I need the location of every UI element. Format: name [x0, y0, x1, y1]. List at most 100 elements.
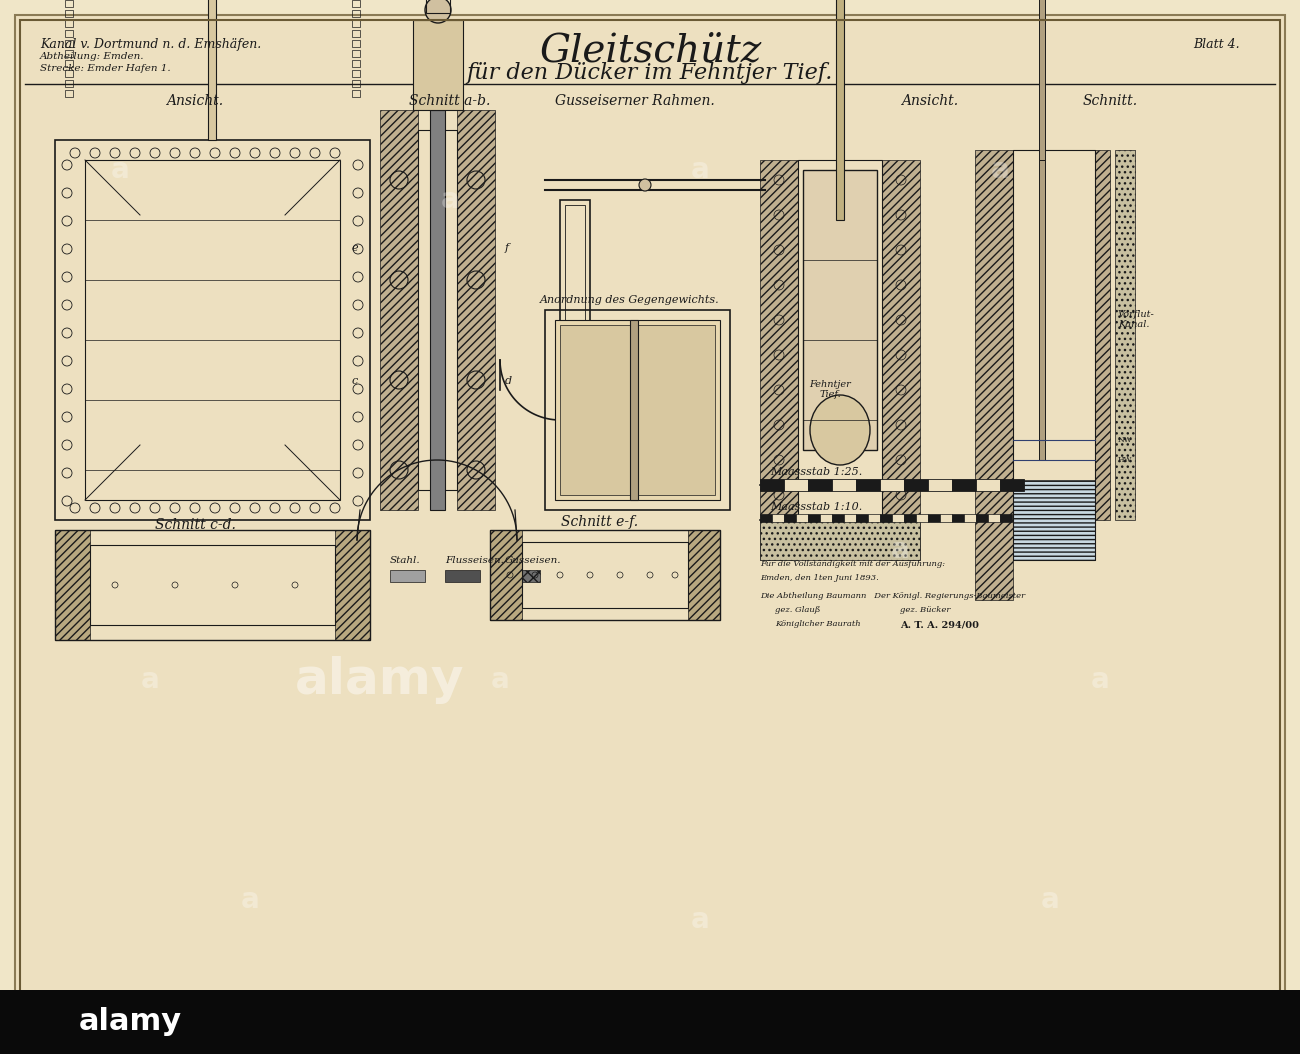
Bar: [65, 20, 73, 27]
Bar: [390, 570, 425, 582]
Bar: [903, 514, 916, 522]
Text: a: a: [490, 666, 510, 694]
Bar: [430, 110, 445, 510]
Text: Schnitt a-b.: Schnitt a-b.: [410, 94, 490, 108]
Text: a: a: [891, 536, 910, 564]
Bar: [55, 530, 90, 640]
Bar: [566, 204, 585, 355]
Bar: [1095, 150, 1110, 520]
Bar: [84, 160, 341, 500]
Bar: [760, 160, 798, 560]
Bar: [1000, 514, 1011, 522]
Bar: [803, 170, 878, 450]
Text: Blatt 4.: Blatt 4.: [1193, 38, 1240, 51]
Text: Ansicht.: Ansicht.: [166, 94, 224, 108]
Bar: [413, 20, 463, 110]
Bar: [352, 9, 360, 17]
Bar: [760, 479, 784, 491]
Bar: [380, 110, 419, 510]
Bar: [796, 514, 809, 522]
Bar: [352, 70, 360, 77]
Text: f: f: [504, 243, 510, 253]
Text: gez. Glauß: gez. Glauß: [775, 606, 820, 614]
Bar: [809, 479, 832, 491]
Text: a: a: [240, 886, 260, 914]
Circle shape: [566, 370, 585, 390]
Bar: [352, 60, 360, 67]
Bar: [880, 479, 903, 491]
Text: A. T. A. 294/00: A. T. A. 294/00: [900, 620, 979, 629]
Bar: [65, 70, 73, 77]
Bar: [426, 0, 450, 13]
Bar: [1013, 480, 1095, 560]
Bar: [523, 542, 688, 608]
Text: Stahl.: Stahl.: [390, 557, 421, 565]
Text: a: a: [441, 186, 459, 214]
Text: d: d: [504, 376, 512, 386]
Bar: [55, 530, 370, 640]
Bar: [352, 80, 360, 87]
Bar: [65, 0, 73, 7]
Bar: [352, 90, 360, 97]
Bar: [560, 200, 590, 360]
Text: Kanal v. Dortmund n. d. Emshäfen.: Kanal v. Dortmund n. d. Emshäfen.: [40, 38, 261, 51]
Bar: [832, 479, 855, 491]
Bar: [352, 40, 360, 47]
Text: a: a: [991, 156, 1009, 184]
Circle shape: [425, 0, 451, 23]
Bar: [1000, 479, 1024, 491]
Text: Flusseisen.: Flusseisen.: [445, 557, 504, 565]
Bar: [868, 514, 880, 522]
Bar: [1115, 150, 1135, 520]
Bar: [798, 160, 881, 520]
Bar: [555, 320, 720, 500]
Bar: [952, 514, 965, 522]
Bar: [916, 514, 928, 522]
Bar: [855, 514, 868, 522]
Bar: [65, 80, 73, 87]
Bar: [809, 514, 820, 522]
Bar: [65, 30, 73, 37]
Bar: [0, 990, 1300, 1054]
Circle shape: [640, 179, 651, 191]
Text: e: e: [352, 243, 359, 253]
Text: c: c: [352, 376, 359, 386]
Text: Schnitt c-d.: Schnitt c-d.: [155, 518, 235, 532]
Bar: [784, 479, 809, 491]
Bar: [90, 545, 335, 625]
Text: alamy: alamy: [78, 1008, 182, 1036]
Bar: [928, 514, 940, 522]
Bar: [352, 20, 360, 27]
Bar: [490, 530, 720, 620]
Text: Gusseiserner Rahmen.: Gusseiserner Rahmen.: [555, 94, 715, 108]
Bar: [881, 160, 920, 560]
Bar: [445, 570, 480, 582]
Bar: [65, 90, 73, 97]
Text: Vorflut-
Kanal.: Vorflut- Kanal.: [1118, 310, 1154, 330]
Bar: [892, 514, 903, 522]
Bar: [976, 479, 1000, 491]
Bar: [208, 0, 216, 140]
Text: Fehntjer
Tief.: Fehntjer Tief.: [809, 380, 852, 399]
Bar: [545, 310, 731, 510]
Bar: [504, 570, 540, 582]
Bar: [952, 479, 976, 491]
Text: a: a: [140, 666, 160, 694]
Bar: [560, 325, 715, 495]
Text: alamy: alamy: [295, 656, 465, 704]
Bar: [1039, 160, 1045, 460]
Bar: [65, 9, 73, 17]
Bar: [419, 130, 458, 490]
Bar: [940, 514, 952, 522]
Text: Schnitt.: Schnitt.: [1083, 94, 1138, 108]
Text: a: a: [1040, 886, 1059, 914]
Text: Ansicht.: Ansicht.: [901, 94, 958, 108]
Bar: [880, 514, 892, 522]
Bar: [844, 514, 855, 522]
Text: Abtheilung: Emden.: Abtheilung: Emden.: [40, 52, 144, 61]
Bar: [65, 60, 73, 67]
Bar: [65, 40, 73, 47]
Text: HW: HW: [1118, 456, 1132, 464]
Bar: [335, 530, 370, 640]
Bar: [988, 514, 1000, 522]
